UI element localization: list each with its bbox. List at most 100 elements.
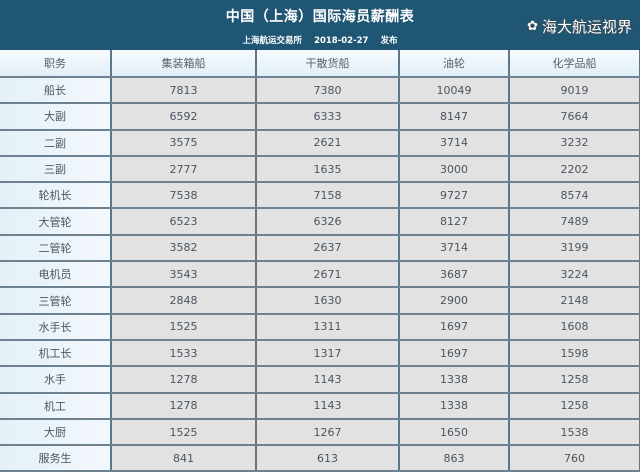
position-cell: 轮机长: [0, 182, 112, 210]
salary-cell: 7813: [111, 77, 257, 105]
position-cell: 机工: [0, 392, 112, 420]
salary-cell: 1267: [256, 418, 400, 447]
salary-cell: 1278: [111, 366, 257, 394]
salary-cell: 3232: [509, 129, 640, 157]
salary-cell: 2148: [509, 287, 640, 315]
table-row: 水手长 1525 1311 1697 1608: [0, 313, 640, 341]
salary-cell: 2621: [256, 129, 400, 157]
salary-cell: 6523: [111, 208, 257, 236]
position-cell: 水手: [0, 366, 112, 394]
salary-cell: 1697: [399, 313, 510, 341]
column-header: 干散货船: [256, 50, 400, 78]
salary-cell: 1598: [509, 339, 640, 368]
subtitle: 上海航运交易所 2018-02-27 发布: [0, 34, 640, 46]
salary-cell: 1525: [111, 418, 257, 447]
salary-cell: 1338: [399, 392, 510, 420]
salary-cell: 8127: [399, 208, 510, 236]
publish-label: 发布: [380, 36, 398, 46]
salary-cell: 2671: [256, 261, 400, 289]
column-header: 化学品船: [509, 50, 640, 78]
table-row: 水手 1278 1143 1338 1258: [0, 366, 640, 394]
salary-cell: 613: [256, 445, 400, 472]
salary-cell: 863: [399, 445, 510, 472]
column-header: 油轮: [399, 50, 510, 78]
salary-cell: 6333: [256, 103, 400, 131]
salary-cell: 2637: [256, 234, 400, 263]
column-header: 职务: [0, 50, 112, 78]
salary-cell: 7158: [256, 182, 400, 210]
salary-cell: 6326: [256, 208, 400, 236]
position-cell: 二管轮: [0, 234, 112, 263]
salary-cell: 1697: [399, 339, 510, 368]
publisher: 上海航运交易所: [242, 36, 303, 46]
salary-cell: 1317: [256, 339, 400, 368]
salary-cell: 760: [509, 445, 640, 472]
salary-cell: 3000: [399, 155, 510, 184]
salary-cell: 9727: [399, 182, 510, 210]
salary-cell: 3224: [509, 261, 640, 289]
position-cell: 船长: [0, 77, 112, 105]
table-row: 电机员 3543 2671 3687 3224: [0, 261, 640, 289]
header-row: 职务 集装箱船 干散货船 油轮 化学品船: [0, 50, 640, 78]
salary-cell: 1630: [256, 287, 400, 315]
publish-date: 2018-02-27: [314, 36, 369, 46]
salary-cell: 3543: [111, 261, 257, 289]
position-cell: 大厨: [0, 418, 112, 447]
salary-table: 职务 集装箱船 干散货船 油轮 化学品船 船长 7813 7380 10049 9019 大副 65…: [0, 50, 640, 472]
wechat-icon: ✿: [527, 19, 538, 34]
salary-cell: 2777: [111, 155, 257, 184]
position-cell: 水手长: [0, 313, 112, 341]
table-row: 船长 7813 7380 10049 9019: [0, 77, 640, 105]
salary-cell: 841: [111, 445, 257, 472]
table-row: 机工长 1533 1317 1697 1598: [0, 339, 640, 368]
position-cell: 服务生: [0, 445, 112, 472]
position-cell: 机工长: [0, 339, 112, 368]
salary-cell: 1650: [399, 418, 510, 447]
salary-cell: 1278: [111, 392, 257, 420]
position-cell: 电机员: [0, 261, 112, 289]
salary-cell: 3582: [111, 234, 257, 263]
position-cell: 二副: [0, 129, 112, 157]
watermark-text: 海大航运视界: [541, 18, 632, 36]
salary-cell: 2848: [111, 287, 257, 315]
salary-cell: 2202: [509, 155, 640, 184]
position-cell: 三副: [0, 155, 112, 184]
table-row: 大厨 1525 1267 1650 1538: [0, 418, 640, 447]
table-row: 三管轮 2848 1630 2900 2148: [0, 287, 640, 315]
salary-cell: 1338: [399, 366, 510, 394]
salary-cell: 7664: [509, 103, 640, 131]
salary-cell: 8147: [399, 103, 510, 131]
salary-cell: 3687: [399, 261, 510, 289]
salary-cell: 7538: [111, 182, 257, 210]
salary-cell: 7489: [509, 208, 640, 236]
salary-cell: 3575: [111, 129, 257, 157]
salary-cell: 3714: [399, 129, 510, 157]
salary-cell: 7380: [256, 77, 400, 105]
salary-cell: 3714: [399, 234, 510, 263]
salary-cell: 10049: [399, 77, 510, 105]
table-row: 机工 1278 1143 1338 1258: [0, 392, 640, 420]
salary-cell: 1608: [509, 313, 640, 341]
salary-cell: 1635: [256, 155, 400, 184]
salary-cell: 3199: [509, 234, 640, 263]
table-row: 三副 2777 1635 3000 2202: [0, 155, 640, 184]
table-row: 轮机长 7538 7158 9727 8574: [0, 182, 640, 210]
salary-cell: 1311: [256, 313, 400, 341]
salary-cell: 1143: [256, 366, 400, 394]
salary-cell: 1143: [256, 392, 400, 420]
table-row: 二管轮 3582 2637 3714 3199: [0, 234, 640, 263]
watermark: ✿ 海大航运视界: [527, 16, 632, 37]
table-row: 大副 6592 6333 8147 7664: [0, 103, 640, 131]
salary-cell: 1258: [509, 392, 640, 420]
table-row: 二副 3575 2621 3714 3232: [0, 129, 640, 157]
salary-cell: 9019: [509, 77, 640, 105]
header-banner: 中国（上海）国际海员薪酬表 上海航运交易所 2018-02-27 发布 ✿ 海大航运…: [0, 0, 640, 50]
column-header: 集装箱船: [111, 50, 257, 78]
salary-cell: 6592: [111, 103, 257, 131]
position-cell: 大副: [0, 103, 112, 131]
salary-cell: 1258: [509, 366, 640, 394]
salary-cell: 8574: [509, 182, 640, 210]
page-title: 中国（上海）国际海员薪酬表: [225, 9, 415, 25]
salary-cell: 1525: [111, 313, 257, 341]
salary-cell: 1538: [509, 418, 640, 447]
